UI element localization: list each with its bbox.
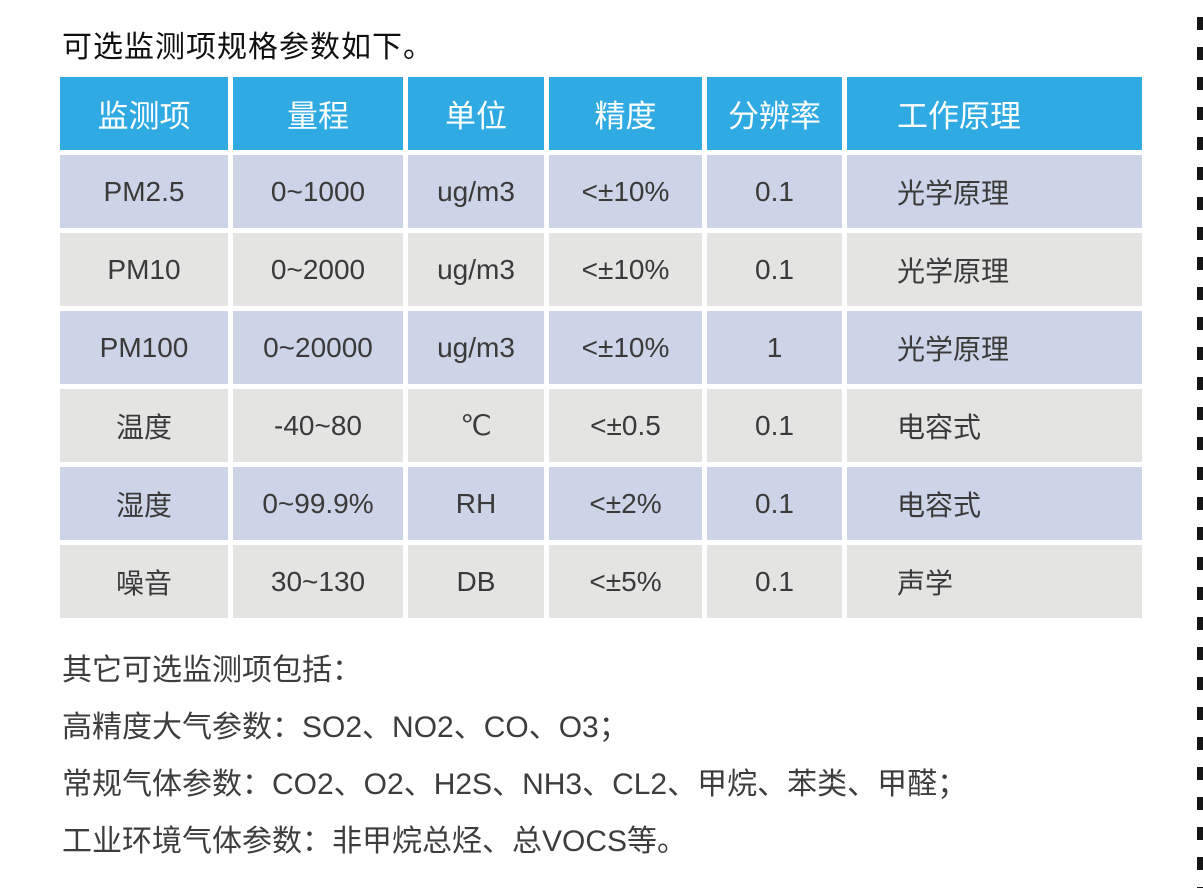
table-cell: 30~130 [233, 545, 403, 618]
table-cell: RH [408, 467, 544, 540]
table-cell: ug/m3 [408, 233, 544, 306]
table-cell: <±0.5 [549, 389, 702, 462]
table-cell: PM2.5 [60, 155, 228, 228]
notes-block: 其它可选监测项包括： 高精度大气参数：SO2、NO2、CO、O3； 常规气体参数… [62, 642, 967, 870]
header-cell-working-principle: 工作原理 [847, 77, 1142, 150]
table-cell: <±10% [549, 311, 702, 384]
notes-line-general-gas: 常规气体参数：CO2、O2、H2S、NH3、CL2、甲烷、苯类、甲醛； [62, 768, 968, 801]
table-cell: 0.1 [707, 467, 842, 540]
notes-intro: 其它可选监测项包括： [62, 654, 362, 687]
table-cell: 光学原理 [847, 311, 1142, 384]
table-cell: 光学原理 [847, 155, 1142, 228]
header-cell-monitoring-item: 监测项 [60, 77, 228, 150]
table-cell: 0.1 [707, 389, 842, 462]
page-title: 可选监测项规格参数如下。 [62, 31, 434, 64]
table-cell: ug/m3 [408, 311, 544, 384]
table-cell: -40~80 [233, 389, 403, 462]
table-cell: 光学原理 [847, 233, 1142, 306]
table-cell: ℃ [408, 389, 544, 462]
table-cell: DB [408, 545, 544, 618]
table-cell: <±10% [549, 155, 702, 228]
table-cell: 电容式 [847, 467, 1142, 540]
notes-line-industrial-gas: 工业环境气体参数：非甲烷总烃、总VOCS等。 [62, 825, 688, 858]
table-cell: 0~20000 [233, 311, 403, 384]
table-cell: ug/m3 [408, 155, 544, 228]
table-cell: 0~99.9% [233, 467, 403, 540]
header-cell-accuracy: 精度 [549, 77, 702, 150]
table-cell: 0~2000 [233, 233, 403, 306]
table-cell: 噪音 [60, 545, 228, 618]
table-cell: 电容式 [847, 389, 1142, 462]
header-cell-resolution: 分辨率 [707, 77, 842, 150]
table-cell: 湿度 [60, 467, 228, 540]
table-cell: 0~1000 [233, 155, 403, 228]
table-cell: PM10 [60, 233, 228, 306]
table-cell: 温度 [60, 389, 228, 462]
table-cell: <±10% [549, 233, 702, 306]
table-cell: 0.1 [707, 545, 842, 618]
table-cell: <±2% [549, 467, 702, 540]
spec-table: 监测项 量程 单位 精度 分辨率 工作原理 PM2.5 0~1000 ug/m3… [60, 77, 1142, 618]
table-cell: <±5% [549, 545, 702, 618]
table-cell: PM100 [60, 311, 228, 384]
notes-line-atmospheric: 高精度大气参数：SO2、NO2、CO、O3； [62, 711, 629, 744]
header-cell-unit: 单位 [408, 77, 544, 150]
header-cell-range: 量程 [233, 77, 403, 150]
table-cell: 声学 [847, 545, 1142, 618]
table-cell: 0.1 [707, 155, 842, 228]
table-cell: 1 [707, 311, 842, 384]
table-cell: 0.1 [707, 233, 842, 306]
page-edge-dashed-border [1197, 0, 1203, 888]
